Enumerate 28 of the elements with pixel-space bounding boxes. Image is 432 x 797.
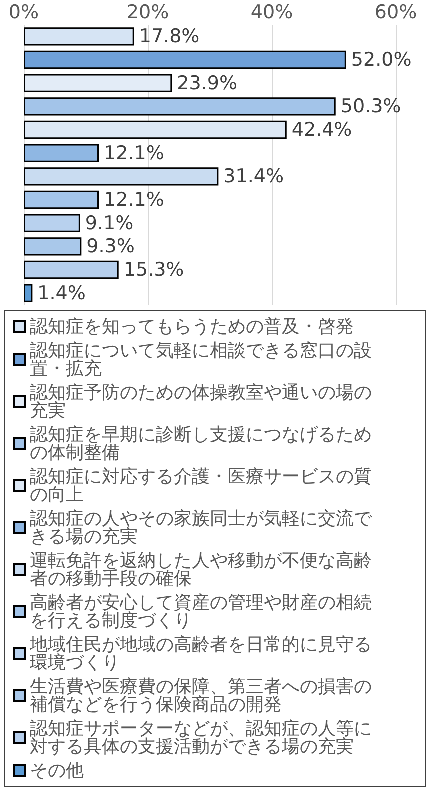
legend-label: 生活費や医療費の保障、第三者への損害の補償などを行う保険商品の開発 [30,676,372,716]
data-label: 15.3% [124,259,184,281]
data-label: 42.4% [292,119,352,141]
data-label: 12.1% [104,142,164,164]
x-tick-label: 20% [126,2,170,24]
legend-label: 地域住民が地域の高齢者を日常的に見守る環境づくり [29,634,372,674]
legend-label: 認知症について気軽に相談できる窓口の設置・拡充 [30,340,372,380]
x-tick-label: 0% [8,2,40,24]
data-label: 12.1% [104,189,164,211]
x-tick-label: 60% [374,2,418,24]
legend-label: 認知症サポーターなどが、認知症の人等に対する具体の支援活動ができる場の充実 [30,718,372,758]
data-label: 9.3% [86,236,135,258]
x-tick-label: 40% [250,2,294,24]
data-label: 9.1% [85,212,134,234]
legend-label: 高齢者が安心して資産の管理や財産の相続を行える制度づくり [30,592,372,632]
legend-label: 認知症を知ってもらうための普及・啓発 [30,316,354,338]
legend-label: 認知症を早期に診断し支援につなげるための体制整備 [30,424,372,464]
data-label: 50.3% [340,96,402,118]
data-label: 17.8% [139,26,200,48]
legend-label: 認知症予防のための体操教室や通いの場の充実 [30,382,372,422]
data-label: 1.4% [38,282,86,304]
legend-label: 認知症の人やその家族同士が気軽に交流できる場の充実 [30,508,373,548]
legend-label: その他 [30,760,84,782]
data-label: 23.9% [177,72,238,94]
data-label: 52.0% [351,49,412,71]
data-label: 31.4% [224,166,284,188]
legend-label: 認知症に対応する介護・医療サービスの質の向上 [30,466,372,506]
legend-label: 運転免許を返納した人や移動が不便な高齢者の移動手段の確保 [30,550,372,590]
